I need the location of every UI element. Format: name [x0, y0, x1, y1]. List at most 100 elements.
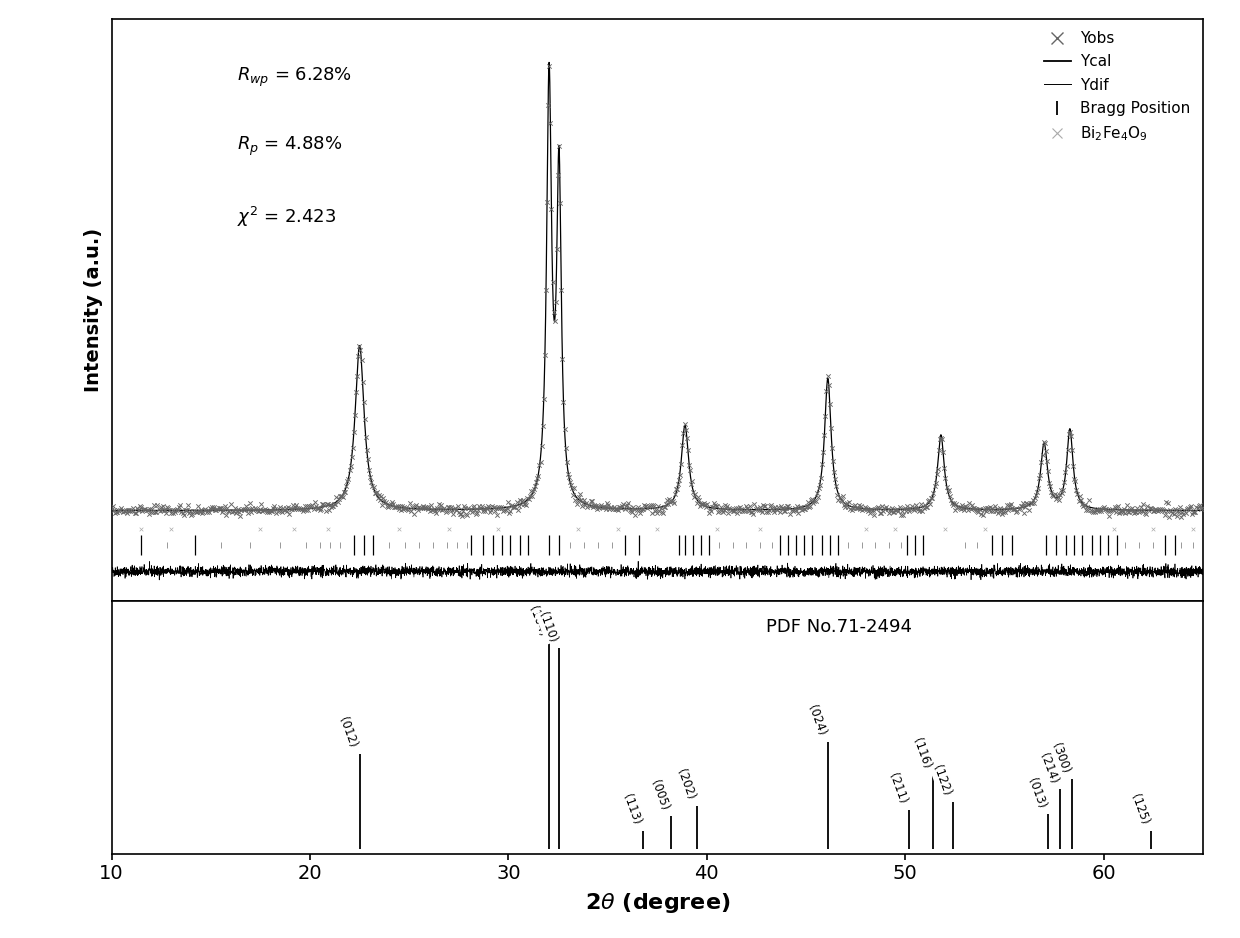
Point [622, 505, 642, 520]
Point [596, 502, 616, 517]
Point [582, 493, 601, 508]
Point [743, 505, 763, 520]
Point [407, 497, 427, 512]
Point [454, 499, 474, 514]
Point [893, 507, 913, 522]
Point [831, 492, 851, 507]
Point [175, 503, 195, 518]
Point [673, 425, 693, 440]
Point [244, 500, 264, 515]
Point [386, 499, 405, 514]
Point [692, 496, 712, 511]
Point [1130, 503, 1149, 518]
Point [714, 503, 734, 518]
Point [683, 485, 703, 500]
Point [644, 499, 663, 514]
Point [698, 506, 718, 521]
Point [723, 504, 743, 519]
Point [547, 242, 567, 257]
Point [725, 501, 745, 516]
Point [343, 441, 363, 456]
Point [1092, 501, 1112, 516]
Point [537, 195, 557, 210]
Point [914, 500, 934, 515]
Point [981, 500, 1001, 515]
Point [1033, 447, 1053, 462]
Point [794, 502, 813, 517]
Point [284, 522, 304, 537]
Point [930, 431, 950, 446]
Point [719, 501, 739, 516]
Point [1137, 498, 1157, 513]
Point [619, 501, 639, 516]
Point [642, 506, 662, 521]
Point [745, 501, 765, 516]
Point [262, 504, 281, 519]
Point [553, 352, 573, 367]
Point [1176, 506, 1195, 521]
Point [439, 522, 459, 537]
Point [1154, 507, 1174, 522]
Point [510, 492, 529, 507]
Point [516, 498, 536, 513]
Point [577, 495, 596, 510]
Point [570, 493, 590, 508]
Point [564, 480, 584, 495]
Point [996, 505, 1016, 520]
Point [1053, 483, 1073, 498]
Point [489, 499, 508, 514]
Point [1163, 506, 1183, 521]
Point [221, 496, 241, 511]
Point [737, 501, 756, 516]
Point [370, 488, 389, 503]
Point [1089, 502, 1109, 517]
Point [816, 408, 836, 423]
Point [508, 498, 528, 513]
Point [822, 441, 842, 456]
Point [553, 394, 573, 409]
Point [932, 431, 952, 446]
Point [589, 501, 609, 516]
Point [992, 507, 1012, 522]
Point [889, 500, 909, 515]
Point [113, 505, 133, 520]
Point [897, 504, 916, 519]
Point [197, 502, 217, 517]
Point [227, 504, 247, 519]
Point [193, 505, 213, 520]
Point [496, 502, 516, 517]
Point [890, 507, 910, 522]
Point [326, 490, 346, 505]
Point [838, 500, 858, 515]
Point [1187, 499, 1207, 514]
Point [529, 458, 549, 473]
Point [570, 486, 590, 501]
Point [968, 505, 988, 520]
Point [629, 502, 649, 517]
Point [892, 504, 911, 519]
Point [1114, 504, 1133, 519]
Point [143, 501, 162, 516]
Point [982, 500, 1002, 515]
Point [1045, 492, 1065, 507]
Point [1050, 488, 1070, 503]
Point [1016, 500, 1035, 515]
Point [1112, 502, 1132, 517]
Point [852, 498, 872, 513]
Point [374, 493, 394, 508]
Point [604, 499, 624, 514]
Point [941, 492, 961, 507]
Point [241, 496, 260, 511]
Point [451, 507, 471, 522]
Point [749, 503, 769, 518]
Point [590, 498, 610, 513]
Point [145, 505, 165, 520]
Point [373, 491, 393, 506]
Point [693, 496, 713, 511]
Point [748, 501, 768, 516]
Point [525, 482, 544, 497]
X-axis label: 2$\theta$ (degree): 2$\theta$ (degree) [584, 891, 730, 915]
Text: (125): (125) [1128, 793, 1151, 826]
Point [640, 498, 660, 513]
Point [219, 504, 239, 519]
